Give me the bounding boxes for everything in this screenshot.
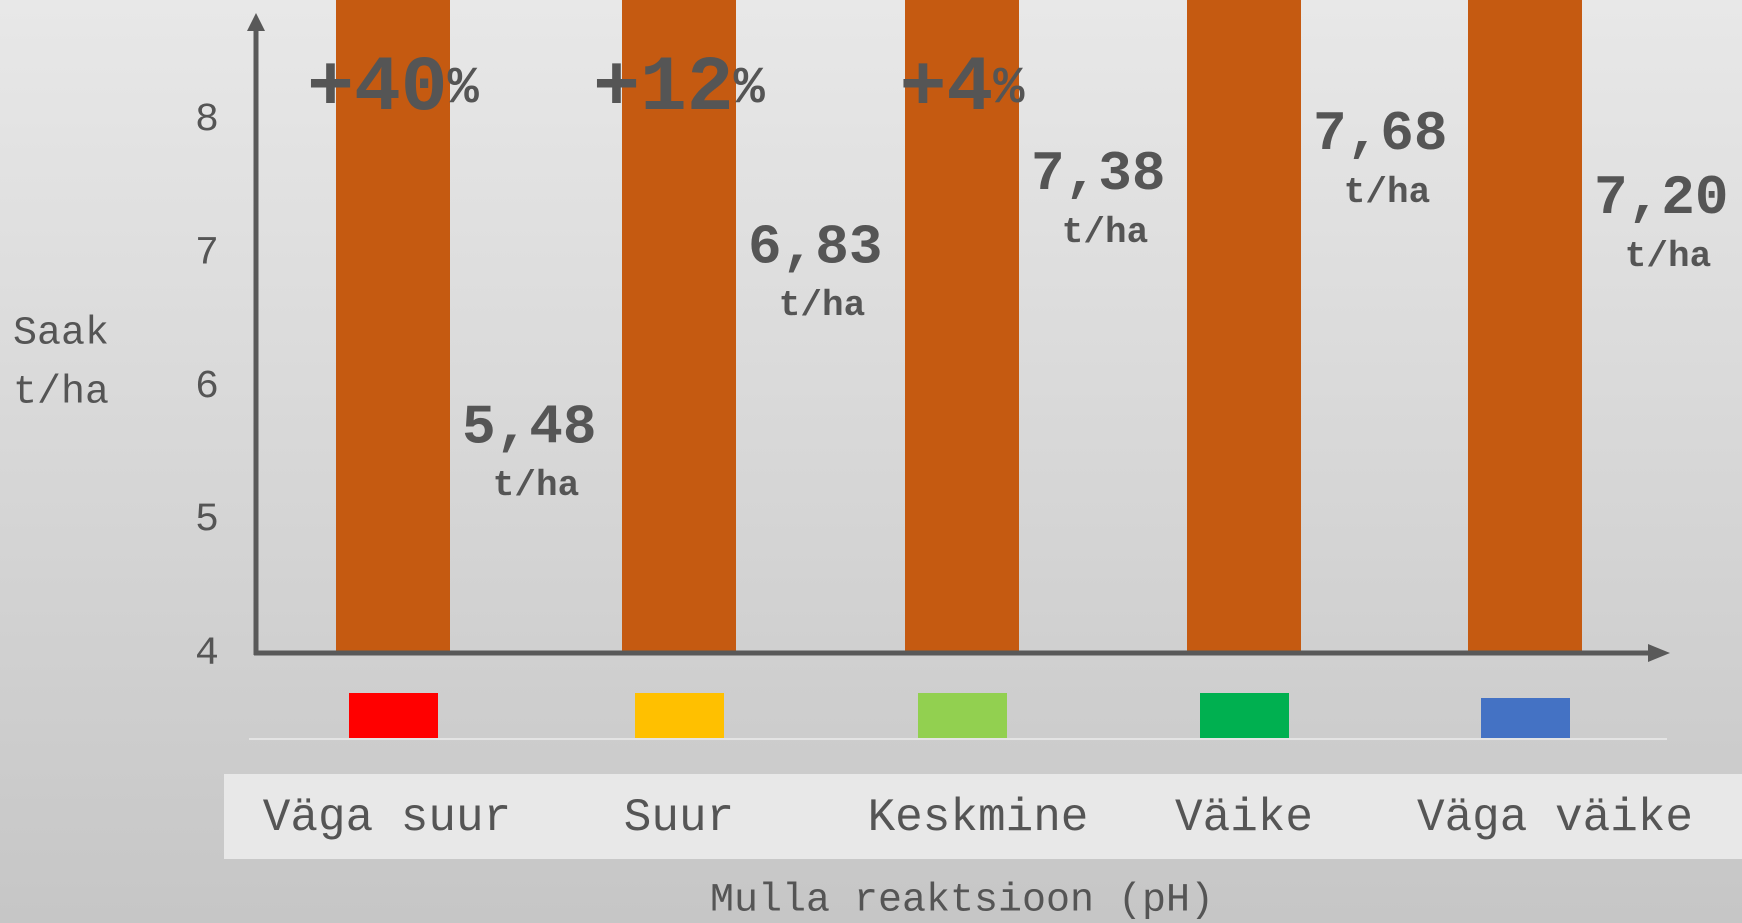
increment-number: +40 <box>307 45 447 133</box>
x-tick-label: Väga väike <box>1417 792 1693 844</box>
category-swatch <box>918 693 1007 738</box>
y-axis-label: t/ha <box>13 371 109 416</box>
increment-label: +40% <box>307 45 479 133</box>
bar-segment <box>622 0 736 653</box>
value-unit: t/ha <box>493 465 579 506</box>
y-tick-label: 6 <box>195 365 219 410</box>
category-swatch <box>349 693 438 738</box>
x-tick-label: Suur <box>624 792 734 844</box>
x-tick-label: Väga suur <box>263 792 511 844</box>
category-swatch <box>1200 693 1289 738</box>
y-axis-label: Saak <box>13 312 109 357</box>
x-tick-label: Keskmine <box>868 792 1089 844</box>
increment-sign: % <box>993 59 1025 118</box>
increment-label: +12% <box>593 45 765 133</box>
bar-segment <box>905 0 1019 653</box>
value-label: 6,83 <box>748 215 882 279</box>
value-unit: t/ha <box>1625 236 1711 277</box>
increment-label: +4% <box>900 45 1026 133</box>
y-axis-arrow <box>247 13 265 31</box>
value-label: 7,68 <box>1313 102 1447 166</box>
value-label: 7,38 <box>1031 142 1165 206</box>
bar-segment <box>1187 0 1301 653</box>
value-unit: t/ha <box>779 285 865 326</box>
x-axis-arrow <box>1648 644 1670 662</box>
bar-segment <box>1468 0 1582 653</box>
y-tick-label: 7 <box>195 232 219 277</box>
category-swatch <box>635 693 724 738</box>
y-tick-label: 5 <box>195 498 219 543</box>
increment-number: +4 <box>900 45 994 133</box>
value-unit: t/ha <box>1344 172 1430 213</box>
y-tick-label: 8 <box>195 98 219 143</box>
value-label: 7,20 <box>1594 166 1728 230</box>
x-tick-label: Väike <box>1175 792 1313 844</box>
bar-segment <box>336 0 450 654</box>
increment-sign: % <box>448 59 480 118</box>
value-label: 5,48 <box>462 395 596 459</box>
increment-sign: % <box>734 59 766 118</box>
x-axis-label: Mulla reaktsioon (pH) <box>710 879 1214 923</box>
y-tick-label: 4 <box>195 632 219 677</box>
increment-number: +12 <box>593 45 733 133</box>
category-band <box>224 774 1742 859</box>
value-unit: t/ha <box>1062 212 1148 253</box>
category-swatch <box>1481 698 1570 738</box>
